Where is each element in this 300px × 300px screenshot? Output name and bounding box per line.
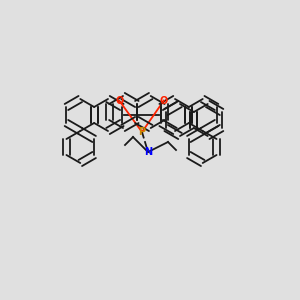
Text: O: O [160,96,168,106]
Text: O: O [115,96,123,106]
Text: P: P [138,127,146,137]
Text: N: N [144,147,152,157]
